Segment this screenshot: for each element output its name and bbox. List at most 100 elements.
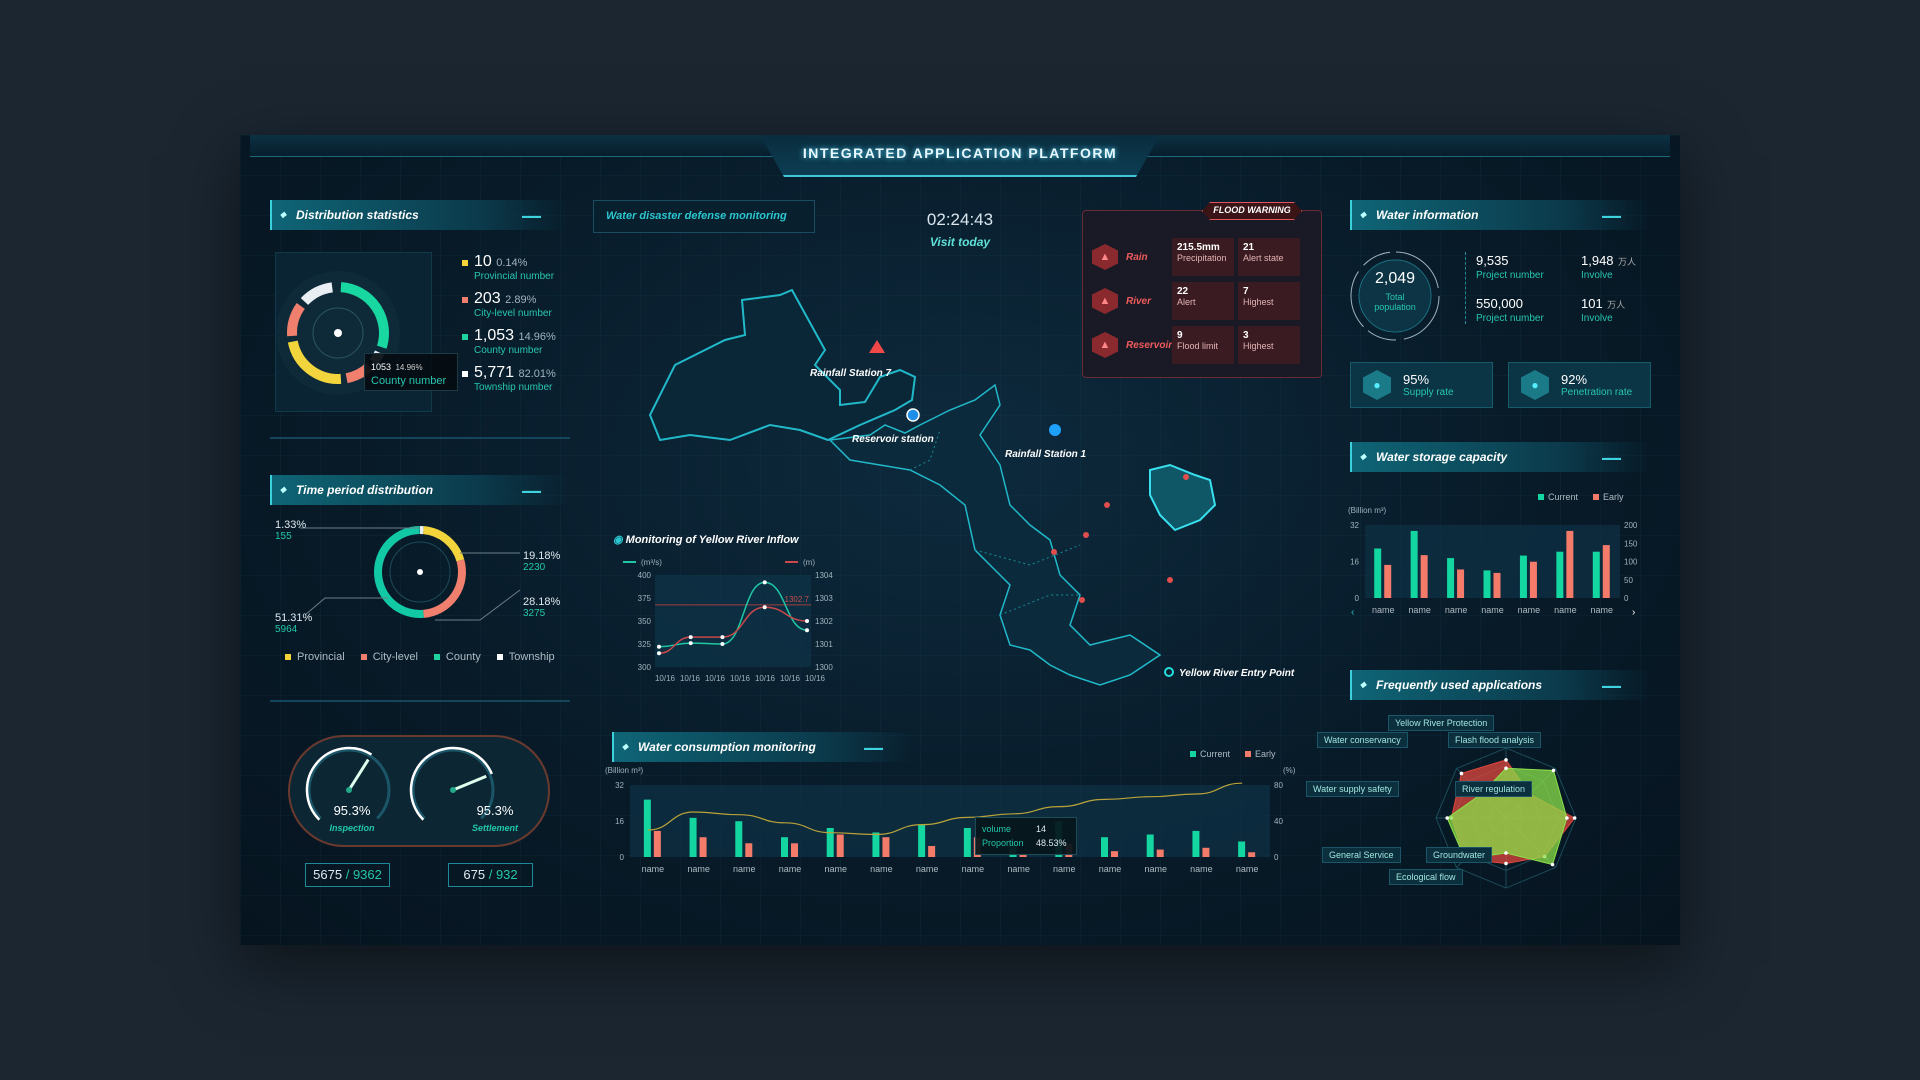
- stat-value: 550,000: [1476, 296, 1523, 311]
- visit-today-label[interactable]: Visit today: [929, 235, 991, 249]
- slice-count: 5964: [275, 624, 298, 635]
- map-region-qinghai[interactable]: [648, 288, 917, 442]
- x-tick: 10/16: [730, 674, 751, 683]
- y2-tick: 1300: [815, 663, 833, 672]
- app-chip[interactable]: Water supply safety: [1306, 781, 1399, 797]
- rainfall-station-1-marker[interactable]: [1049, 424, 1061, 436]
- bar-early: [928, 845, 936, 857]
- bar-current: [781, 837, 788, 857]
- inspection-count: 5675 / 9362: [305, 863, 390, 887]
- app-chip[interactable]: Ecological flow: [1389, 869, 1463, 885]
- bar-early: [653, 830, 661, 857]
- app-chip[interactable]: Water conservancy: [1317, 732, 1408, 748]
- x-tick: name: [1408, 605, 1431, 615]
- radar-point: [1551, 768, 1556, 773]
- bar-current: [735, 821, 743, 857]
- gauge-inspection-label: Inspection: [329, 823, 375, 833]
- alert-dot[interactable]: [1083, 532, 1089, 538]
- x-tick: name: [1554, 605, 1577, 615]
- app-chip[interactable]: River regulation: [1455, 781, 1533, 797]
- reference-label: 1302.7: [785, 595, 810, 604]
- y2-axis-label: (%): [1283, 766, 1296, 775]
- flood-cell: 7 Highest: [1238, 282, 1300, 320]
- donut-segment: [287, 340, 342, 384]
- total-population-label: Total population: [1374, 292, 1416, 312]
- bar-early: [1019, 854, 1027, 857]
- stat-unit: 万人: [1618, 257, 1637, 267]
- title-plate: [760, 135, 1160, 177]
- y2-tick: 1301: [815, 640, 833, 649]
- legend-label: Early: [1255, 749, 1276, 759]
- bar-current: [918, 824, 926, 857]
- flood-cell: 9 Flood limit: [1172, 326, 1234, 364]
- map-region-shandong[interactable]: [1149, 463, 1217, 532]
- entry-point-marker[interactable]: [1164, 667, 1174, 677]
- stat-label: Involve: [1581, 270, 1613, 281]
- panel-header-apps: Frequently used applications: [1350, 670, 1650, 702]
- distribution-donut-box: 1053 14.96% County number: [275, 252, 458, 412]
- bar-early: [1457, 569, 1465, 598]
- radar-point: [1504, 766, 1508, 771]
- station-label: Yellow River Entry Point: [1179, 668, 1295, 679]
- gauge-hub: [346, 787, 352, 793]
- slice-label-city: 28.18% 3275: [523, 596, 560, 619]
- legend-label: Provincial: [297, 651, 345, 663]
- slice-count: 3275: [523, 608, 546, 619]
- clock: 02:24:43: [926, 210, 994, 229]
- flood-row[interactable]: ▲ River 22 Alert 7 Highest: [1092, 279, 1304, 323]
- data-point: [805, 619, 809, 623]
- radar-point: [1445, 816, 1449, 820]
- tooltip-value: 1053: [371, 362, 392, 372]
- flood-cell: 3 Highest: [1238, 326, 1300, 364]
- y2-tick: 1304: [815, 571, 833, 580]
- alert-dot[interactable]: [1167, 577, 1173, 583]
- x-tick: 10/16: [755, 674, 776, 683]
- data-point: [762, 605, 767, 610]
- water-disaster-label[interactable]: Water disaster defense monitoring: [593, 200, 815, 233]
- legend-swatch: [462, 297, 468, 303]
- reservoir-station-marker[interactable]: [906, 408, 920, 422]
- y-axis-label: (Billion m³): [605, 766, 644, 775]
- flood-rows: ▲ Rain 215.5mm Precipitation 21 Alert state ▲ R…: [1092, 235, 1304, 367]
- radar-point: [1504, 861, 1508, 866]
- bar-current: [826, 827, 834, 857]
- flood-row[interactable]: ▲ Rain 215.5mm Precipitation 21 Alert state: [1092, 235, 1304, 279]
- inspection-done: 5675: [313, 867, 343, 882]
- y-tick: 375: [638, 594, 652, 603]
- y-axis-label: (Billion m³): [1348, 506, 1387, 515]
- cell-label: Highest: [1243, 297, 1274, 307]
- map-region-central[interactable]: [828, 383, 1162, 686]
- slice-count: 2230: [523, 562, 546, 573]
- app-chip[interactable]: Yellow River Protection: [1388, 715, 1495, 731]
- donut-center: [417, 569, 423, 575]
- item-value: 1,053: [474, 327, 515, 344]
- donut-segment: [300, 282, 334, 306]
- alert-dot[interactable]: [1183, 474, 1189, 480]
- panel-header-water-info: Water information: [1350, 200, 1650, 232]
- x-tick: name: [962, 864, 985, 874]
- flood-row[interactable]: ▲ Reservoir 9 Flood limit 3 Highest: [1092, 323, 1304, 367]
- alert-dot[interactable]: [1079, 597, 1085, 603]
- x-tick: name: [1236, 864, 1259, 874]
- alert-dot[interactable]: [1104, 502, 1110, 508]
- radar-point: [1550, 862, 1555, 867]
- total-population-value: 2,049: [1374, 270, 1416, 287]
- series-line: [658, 581, 808, 648]
- rainfall-station-7-marker[interactable]: [869, 340, 885, 353]
- settlement-count: 675 / 932: [448, 863, 533, 887]
- app-chip[interactable]: General Service: [1322, 847, 1401, 863]
- app-chip[interactable]: Groundwater: [1426, 847, 1493, 863]
- app-chip[interactable]: Flash flood analysis: [1448, 732, 1542, 748]
- bar-early: [1156, 849, 1164, 857]
- alert-dot[interactable]: [1051, 549, 1057, 555]
- legend-swatch: [462, 260, 468, 266]
- item-label: City-level number: [474, 308, 552, 319]
- page-title: INTEGRATED APPLICATION PLATFORM: [802, 145, 1118, 161]
- data-point: [762, 580, 767, 585]
- rate-card: ● 92% Penetration rate: [1508, 362, 1651, 408]
- time-period-donut: [300, 526, 521, 621]
- x-tick: name: [733, 864, 756, 874]
- x-tick: 10/16: [780, 674, 801, 683]
- tooltip-pct: 14.96%: [395, 363, 423, 372]
- x-tick: name: [1481, 605, 1504, 615]
